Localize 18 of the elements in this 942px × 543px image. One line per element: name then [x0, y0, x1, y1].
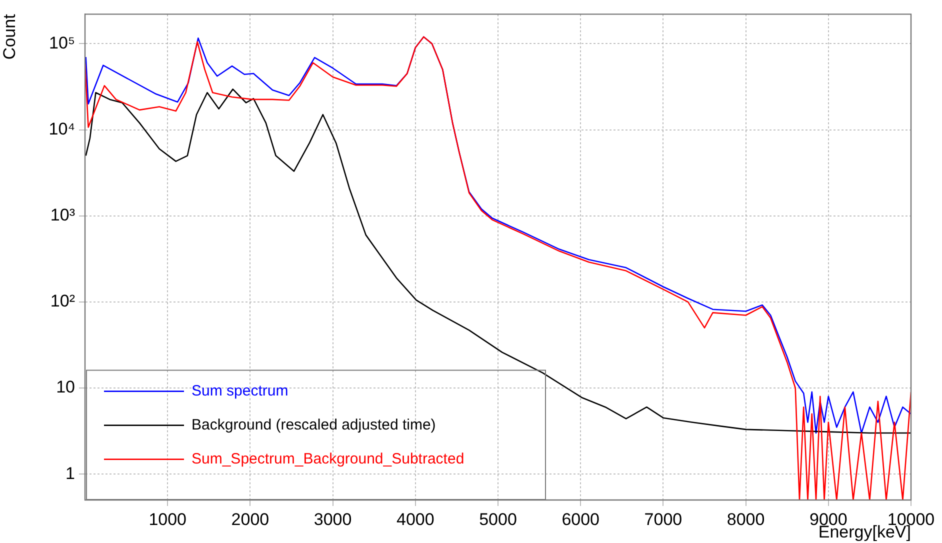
- y-tick-label: 10⁴: [48, 119, 75, 138]
- text: Background (rescaled adjusted time): [192, 416, 436, 434]
- x-tick-label: 5000: [479, 510, 517, 529]
- y-tick-label: 10: [56, 378, 75, 397]
- x-tick-label: 1000: [148, 510, 187, 529]
- x-tick-label: 3000: [314, 510, 352, 529]
- x-tick-label: 6000: [562, 510, 600, 529]
- y-axis-title: Count: [0, 14, 19, 60]
- y-tick-label: 10³: [50, 206, 76, 225]
- x-tick-label: 8000: [726, 510, 765, 529]
- x-tick-label: 2000: [231, 510, 270, 529]
- text: Sum_Spectrum_Background_Subtracted: [192, 450, 464, 468]
- y-tick-label: 10⁵: [49, 33, 75, 52]
- text: Sum spectrum: [192, 382, 288, 400]
- x-tick-label: 4000: [396, 510, 434, 529]
- x-tick-label: 7000: [644, 510, 682, 529]
- y-tick-label: 1: [66, 464, 75, 483]
- y-tick-label: 10²: [50, 292, 76, 311]
